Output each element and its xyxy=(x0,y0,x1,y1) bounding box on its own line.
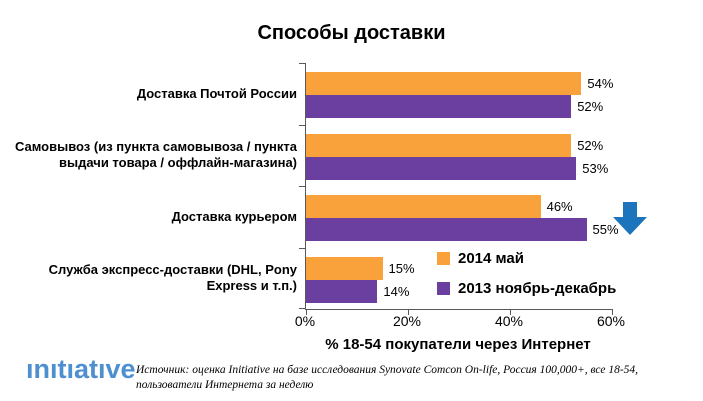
legend-swatch-0 xyxy=(437,252,450,265)
x-tick-label: 60% xyxy=(596,313,626,329)
x-tick-label: 20% xyxy=(392,313,422,329)
x-axis-title: % 18-54 покупатели через Интернет xyxy=(325,336,591,353)
legend-label: 2014 май xyxy=(458,250,524,267)
bar-row: 54% xyxy=(306,72,613,95)
bar-value-label: 46% xyxy=(546,199,573,214)
bar-row: 14% xyxy=(306,279,410,303)
source-note: Источник: оценка Initiative на базе иссл… xyxy=(136,364,639,391)
legend-entry-2013: 2013 ноябрь-декабрь xyxy=(437,280,616,297)
y-axis-tick xyxy=(299,125,306,126)
down-arrow-shape xyxy=(613,202,647,235)
legend-swatch-1 xyxy=(437,282,450,295)
chart-title: Способы доставки xyxy=(257,22,446,44)
y-axis-tick xyxy=(299,186,306,187)
category-label: Служба экспресс-доставки (DHL, Pony Expr… xyxy=(48,262,297,294)
bar-2014 xyxy=(306,72,582,95)
category-label: Самовывоз (из пункта самовывоза / пункта… xyxy=(14,139,297,171)
legend-entry-2014: 2014 май xyxy=(437,250,616,267)
bar-row: 46% xyxy=(306,195,573,218)
y-axis-tick xyxy=(299,248,306,249)
x-tick-labels: 0% 20% 40% 60% xyxy=(295,313,625,331)
x-axis-line xyxy=(305,309,613,310)
bar-2014 xyxy=(306,133,572,157)
x-axis-tick xyxy=(612,310,613,315)
x-axis-tick xyxy=(510,310,511,315)
bar-value-label: 52% xyxy=(577,137,604,153)
down-arrow-icon xyxy=(613,202,647,235)
bar-value-label: 15% xyxy=(388,260,415,276)
bar-row: 53% xyxy=(306,156,609,180)
category-axis: Доставка Почтой России Самовывоз (из пунк… xyxy=(0,63,297,309)
x-tick-label: 40% xyxy=(494,313,524,329)
legend-label: 2013 ноябрь-декабрь xyxy=(458,280,617,297)
bar-value-label: 54% xyxy=(587,76,614,91)
plot-area: 54% 52% 52% 53% 46% 55% 15% 14% xyxy=(299,63,619,315)
bar-value-label: 14% xyxy=(383,283,410,299)
x-tick-label: 0% xyxy=(294,313,316,329)
bar-row: 15% xyxy=(306,256,415,280)
y-axis-tick xyxy=(299,63,306,64)
initiative-logo: ınıtıatıve xyxy=(26,354,136,384)
category-label: Доставка Почтой России xyxy=(136,85,297,101)
bar-row: 55% xyxy=(306,218,619,241)
category-label: Доставка курьером xyxy=(171,208,297,224)
bar-value-label: 55% xyxy=(592,222,619,237)
bar-row: 52% xyxy=(306,133,604,157)
bar-2013 xyxy=(306,279,378,303)
legend: 2014 май 2013 ноябрь-декабрь xyxy=(437,250,616,310)
x-axis-tick xyxy=(408,310,409,315)
bar-2014 xyxy=(306,256,383,280)
bar-2013 xyxy=(306,156,577,180)
bar-2014 xyxy=(306,195,541,218)
bar-value-label: 53% xyxy=(582,160,609,176)
bar-row: 52% xyxy=(306,95,603,118)
x-axis-tick xyxy=(306,310,307,315)
bar-2013 xyxy=(306,95,572,118)
bar-2013 xyxy=(306,218,587,241)
y-axis-tick xyxy=(299,308,306,309)
bar-value-label: 52% xyxy=(577,99,604,114)
